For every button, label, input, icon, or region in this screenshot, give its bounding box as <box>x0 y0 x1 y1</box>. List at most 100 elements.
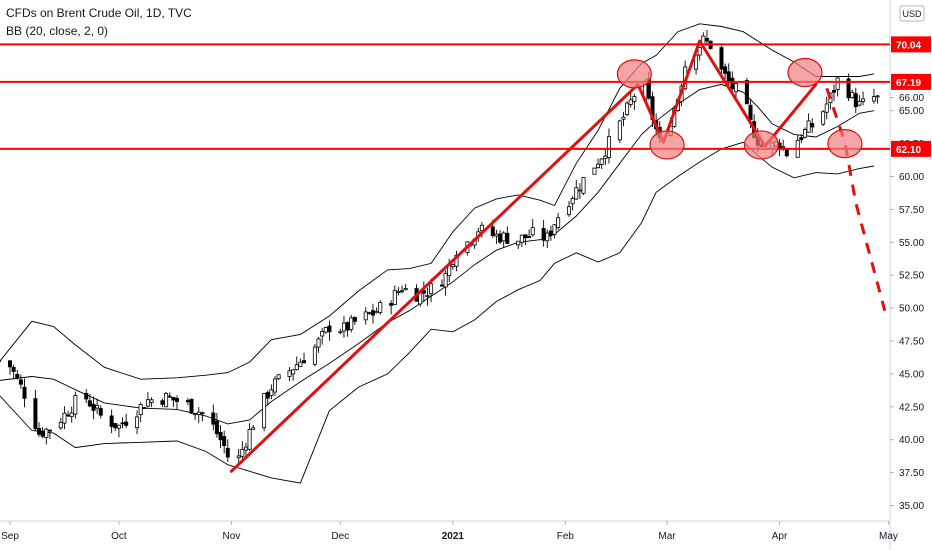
candle-body <box>429 283 434 295</box>
candle-body <box>606 136 611 158</box>
candlestick <box>167 392 172 398</box>
candlestick <box>142 406 147 409</box>
candle-body <box>519 234 524 243</box>
candlestick <box>494 229 499 244</box>
candle-body <box>541 228 546 241</box>
candlestick <box>378 300 383 315</box>
candle-body <box>116 424 121 429</box>
candle-body <box>302 360 307 364</box>
candlestick <box>174 395 179 411</box>
candle-body <box>396 291 401 294</box>
candle-body <box>135 416 140 429</box>
candle-body <box>262 393 267 429</box>
y-tick-label: 50.00 <box>899 304 924 315</box>
candle-body <box>835 77 840 90</box>
candle-body <box>185 400 190 403</box>
candle-body <box>294 364 299 370</box>
candle-body <box>697 46 702 56</box>
candle-body <box>149 399 154 404</box>
candle-body <box>806 120 811 133</box>
candle-body <box>37 428 42 435</box>
candlestick <box>871 88 876 104</box>
currency-badge: USD <box>899 5 925 22</box>
candlestick <box>69 406 74 423</box>
candle-body <box>530 227 535 236</box>
candle-body <box>33 398 38 430</box>
candlestick <box>272 375 277 396</box>
candlestick <box>294 356 299 371</box>
candlestick <box>349 314 354 333</box>
candlestick <box>625 100 630 117</box>
candle-body <box>91 403 96 411</box>
candle-body <box>327 325 332 333</box>
candle-body <box>349 317 354 330</box>
candle-body <box>251 427 256 430</box>
candlestick <box>621 111 626 127</box>
candle-body <box>596 163 601 169</box>
candlestick <box>370 303 375 324</box>
candlestick <box>454 250 459 272</box>
x-tick-label: Mar <box>658 531 676 542</box>
candlestick <box>519 234 524 247</box>
candle-body <box>875 95 880 98</box>
candle-body <box>730 77 735 89</box>
candlestick <box>218 425 223 449</box>
y-tick-label: 60.00 <box>899 172 924 183</box>
candlestick <box>15 369 20 380</box>
candlestick <box>124 413 129 428</box>
candlestick <box>138 402 143 423</box>
candlestick <box>265 390 270 406</box>
candlestick <box>40 426 45 439</box>
candlestick <box>338 328 343 335</box>
candle-body <box>850 91 855 98</box>
candlestick <box>704 29 709 46</box>
candlestick <box>200 411 205 422</box>
candlestick <box>91 396 96 420</box>
candle-body <box>802 129 807 138</box>
highlight-ellipse <box>743 130 780 160</box>
pattern-trendline <box>229 39 818 473</box>
candle-body <box>439 284 444 287</box>
candle-body <box>425 294 430 297</box>
candlestick <box>400 285 405 294</box>
candlestick <box>396 287 401 296</box>
candle-body <box>18 379 23 385</box>
candlestick <box>450 263 455 270</box>
candle-body <box>617 120 622 141</box>
y-tick-label: 55.00 <box>899 238 924 249</box>
y-tick-label: 47.50 <box>899 337 924 348</box>
candle-body <box>403 288 408 291</box>
candlestick <box>84 389 89 404</box>
candlestick <box>0 359 2 362</box>
candle-body <box>498 233 503 243</box>
candlestick <box>850 89 855 99</box>
candlestick <box>389 300 394 315</box>
candles <box>0 29 880 465</box>
candlestick <box>857 95 862 107</box>
y-tick-label: 42.50 <box>899 402 924 413</box>
candlestick <box>632 93 637 110</box>
candlestick <box>113 423 118 432</box>
candle-body <box>726 71 731 82</box>
candlestick <box>392 285 397 306</box>
candle-body <box>723 66 728 74</box>
candle-body <box>824 103 829 113</box>
candle-body <box>247 429 252 450</box>
candlestick <box>802 127 807 139</box>
candle-body <box>392 289 397 306</box>
candlestick <box>66 410 71 417</box>
candle-body <box>109 415 114 427</box>
candlestick <box>821 110 826 126</box>
candle-body <box>574 187 579 200</box>
candlestick <box>11 364 16 379</box>
level-badge-label: 67.19 <box>896 78 921 89</box>
candlestick <box>628 92 633 108</box>
candle-body <box>821 111 826 125</box>
candlestick <box>795 135 800 158</box>
candlestick <box>403 283 408 291</box>
candle-body <box>632 96 637 102</box>
candlestick <box>548 225 553 241</box>
level-badge-box <box>891 140 931 157</box>
